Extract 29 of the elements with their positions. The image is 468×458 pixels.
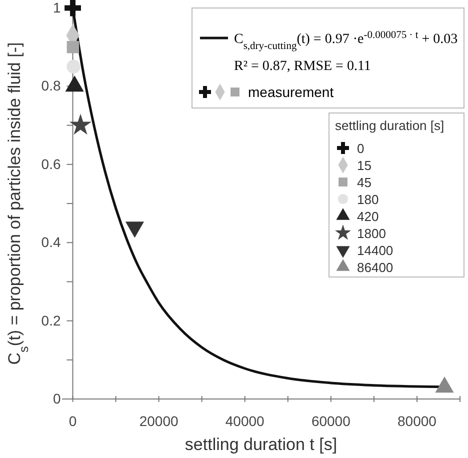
x-tick-label: 40000 — [225, 413, 265, 430]
legend-label: 0 — [357, 141, 364, 156]
point — [64, 0, 81, 16]
x-tick-label: 0 — [68, 413, 77, 430]
y-tick-label: 0.8 — [41, 78, 61, 94]
legend-label: 1800 — [357, 226, 386, 241]
annotation: R² = 0.87, RMSE = 0.11 — [234, 59, 371, 74]
y-tick-label: 0.6 — [41, 156, 61, 172]
legend-label: 180 — [357, 192, 379, 207]
y-tick-label: 0 — [52, 390, 61, 406]
point — [70, 114, 92, 135]
y-tick-label: 0.2 — [41, 312, 61, 328]
point — [66, 60, 80, 74]
legend-title: settling duration [s] — [335, 118, 444, 133]
point — [435, 376, 454, 393]
annotation: measurement — [248, 84, 334, 100]
legend-label: 15 — [357, 158, 372, 173]
legend-label: 86400 — [357, 260, 394, 275]
y-tick-label: 0.4 — [41, 234, 61, 250]
x-axis-title: settling duration t [s] — [184, 435, 338, 454]
x-tick-label: 80000 — [398, 413, 437, 430]
legend-label: 14400 — [357, 243, 394, 258]
legend-label: 420 — [357, 209, 379, 224]
y-tick-label: 1 — [52, 0, 61, 16]
legend-label: 45 — [357, 175, 372, 190]
x-tick-label: 60000 — [311, 413, 351, 430]
legend-label: C$_{s,dry-cutting}$(t) = 0.97 ·e$^{-0.000075 · t}$ + 0.03 — [234, 30, 458, 52]
x-tick-label: 20000 — [139, 413, 178, 430]
point — [66, 40, 80, 54]
